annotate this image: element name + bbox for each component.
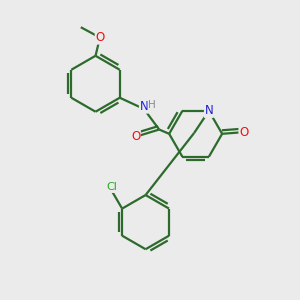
Text: N: N xyxy=(140,100,148,113)
Text: N: N xyxy=(205,104,213,117)
Text: O: O xyxy=(131,130,140,142)
Text: H: H xyxy=(148,100,156,110)
Text: O: O xyxy=(239,126,248,139)
Text: O: O xyxy=(95,31,105,44)
Text: Cl: Cl xyxy=(106,182,117,192)
